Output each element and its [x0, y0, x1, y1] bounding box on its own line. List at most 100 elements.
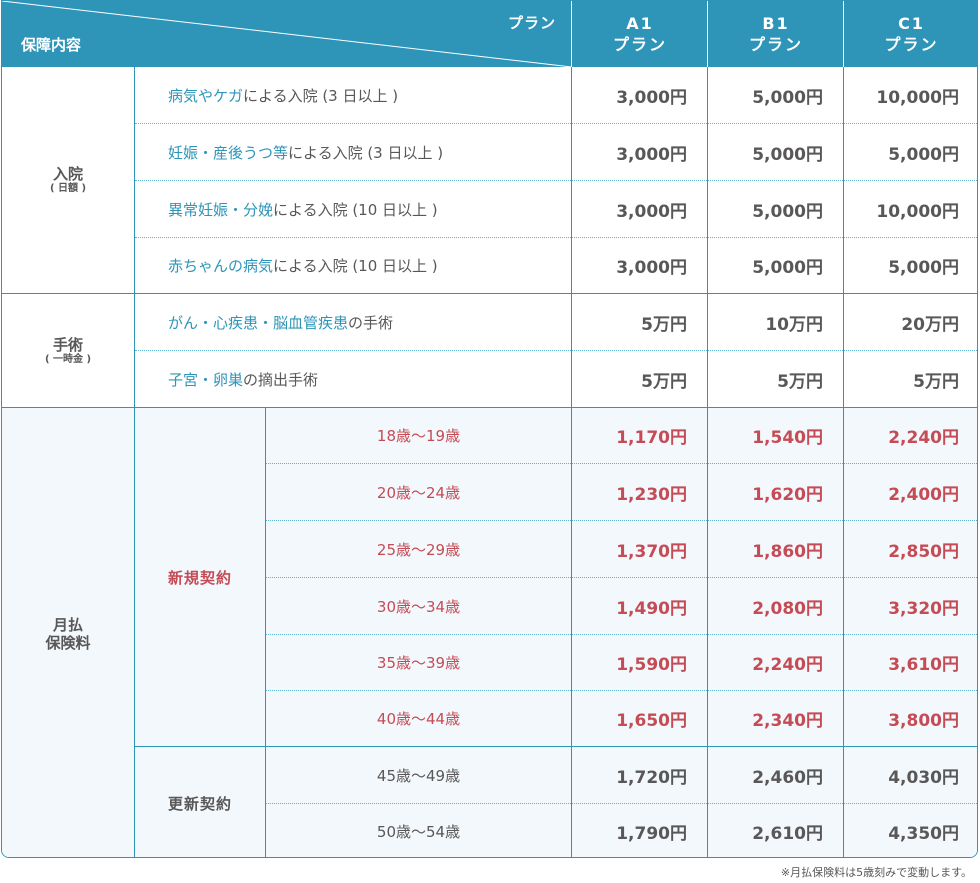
row-highlight: 赤ちゃんの病気	[168, 257, 274, 275]
age-range: 25歳～29歳	[376, 540, 461, 559]
premium-section-bg	[2, 407, 977, 857]
premium-b1: 2,610円	[752, 824, 823, 844]
plan-a1-code: A1	[626, 14, 654, 33]
price-b1: 5万円	[777, 371, 823, 392]
surgery-row-desc: 子宮・卵巣 の摘出手術	[135, 351, 571, 407]
price-b1: 5,000円	[752, 87, 823, 108]
divider	[2, 293, 977, 294]
premium-a1: 1,490円	[616, 598, 687, 619]
premium-b1: 1,620円	[752, 484, 823, 505]
surgery-row-desc: がん・心疾患・脳血管疾患 の手術	[135, 294, 571, 350]
divider	[134, 746, 977, 747]
surgery-title: 手術	[52, 335, 83, 354]
divider	[266, 577, 977, 578]
price-c1: 5,000円	[888, 144, 959, 165]
age-range: 50歳～54歳	[376, 823, 461, 841]
premium-a1: 1,170円	[616, 428, 687, 448]
age-range: 45歳～49歳	[376, 766, 461, 785]
divider	[265, 407, 266, 857]
premium-a1: 1,370円	[616, 541, 687, 562]
age-range: 30歳～34歳	[376, 597, 461, 616]
new-contract-label: 新規契約	[167, 568, 232, 587]
premium-a1: 1,650円	[616, 711, 687, 731]
divider	[266, 803, 977, 804]
hospitalization-row-desc: 異常妊娠・分娩 による入院 (10 日以上 )	[135, 181, 571, 237]
price-b1: 5,000円	[752, 201, 823, 222]
hospitalization-category: 入院 ( 日額 )	[2, 67, 134, 293]
premium-b1: 1,860円	[752, 541, 823, 562]
hospitalization-row-desc: 赤ちゃんの病気 による入院 (10 日以上 )	[135, 238, 571, 293]
divider	[134, 67, 135, 857]
row-detail: による入院 (3 日以上 )	[243, 86, 399, 105]
price-b1: 5,000円	[752, 258, 823, 278]
plan-a1-suffix: プラン	[612, 35, 667, 54]
divider	[135, 180, 977, 181]
premium-b1: 2,340円	[752, 711, 823, 731]
premium-a1: 1,230円	[616, 484, 687, 505]
age-range: 20歳～24歳	[376, 483, 461, 502]
plan-c1-code: C1	[898, 14, 925, 33]
row-detail: による入院 (3 日以上 )	[288, 143, 444, 162]
divider	[571, 1, 572, 67]
row-detail: による入院 (10 日以上 )	[273, 257, 438, 275]
price-a1: 5万円	[641, 314, 687, 335]
age-range: 35歳～39歳	[376, 654, 461, 672]
row-highlight: 異常妊娠・分娩	[168, 200, 274, 219]
divider	[707, 1, 708, 67]
price-a1: 3,000円	[616, 201, 687, 222]
price-a1: 3,000円	[616, 87, 687, 108]
plan-b1-code: B1	[762, 14, 790, 33]
premium-title-line2: 保険料	[45, 633, 91, 652]
premium-b1: 2,460円	[752, 767, 823, 788]
divider	[843, 67, 844, 857]
divider	[2, 407, 977, 408]
premium-c1: 3,320円	[888, 598, 959, 619]
premium-c1: 4,350円	[888, 824, 959, 844]
hospitalization-subtitle: ( 日額 )	[49, 183, 87, 194]
premium-c1: 2,240円	[888, 428, 959, 448]
divider	[266, 463, 977, 464]
price-c1: 10,000円	[876, 201, 959, 222]
premium-category: 月払 保険料	[2, 408, 134, 857]
row-detail: による入院 (10 日以上 )	[273, 200, 438, 219]
premium-b1: 2,240円	[752, 655, 823, 675]
premium-c1: 3,610円	[888, 655, 959, 675]
price-c1: 5,000円	[888, 258, 959, 278]
hospitalization-row-desc: 妊娠・産後うつ等 による入院 (3 日以上 )	[135, 124, 571, 180]
age-range: 18歳～19歳	[376, 427, 461, 445]
insurance-plan-table: 保障内容 プラン A1 プラン B1 プラン C1 プラン 入院 ( 日額 )	[1, 0, 978, 858]
row-highlight: がん・心疾患・脳血管疾患	[168, 313, 349, 332]
plan-c1-suffix: プラン	[884, 35, 939, 54]
divider	[707, 67, 708, 857]
plan-a1-header: A1 プラン	[572, 1, 708, 67]
premium-b1: 2,080円	[752, 598, 823, 619]
plan-c1-header: C1 プラン	[844, 1, 977, 67]
coverage-header: 保障内容	[21, 35, 82, 54]
hospitalization-row-desc: 病気やケガ による入院 (3 日以上 )	[135, 67, 571, 123]
price-c1: 10,000円	[876, 87, 959, 108]
divider	[843, 1, 844, 67]
divider	[266, 520, 977, 521]
divider	[571, 67, 572, 857]
divider	[135, 350, 977, 351]
header-diagonal-line	[2, 1, 572, 67]
price-c1: 5万円	[913, 371, 959, 392]
surgery-category: 手術 ( 一時金 )	[2, 294, 134, 407]
surgery-subtitle: ( 一時金 )	[44, 353, 92, 365]
divider	[266, 690, 977, 691]
divider	[135, 123, 977, 124]
plan-b1-suffix: プラン	[748, 35, 803, 54]
premium-b1: 1,540円	[752, 428, 823, 448]
hospitalization-title: 入院	[52, 165, 83, 183]
footnote: ※月払保険料は5歳刻みで変動します。	[780, 866, 972, 879]
row-detail: の手術	[348, 313, 394, 332]
row-highlight: 病気やケガ	[168, 86, 244, 105]
price-a1: 3,000円	[616, 144, 687, 165]
premium-c1: 4,030円	[888, 767, 959, 788]
premium-c1: 3,800円	[888, 711, 959, 731]
table-header	[2, 1, 977, 67]
price-a1: 5万円	[641, 371, 687, 392]
premium-title-line1: 月払	[52, 615, 83, 634]
age-range: 40歳～44歳	[376, 710, 461, 728]
plan-b1-header: B1 プラン	[708, 1, 844, 67]
